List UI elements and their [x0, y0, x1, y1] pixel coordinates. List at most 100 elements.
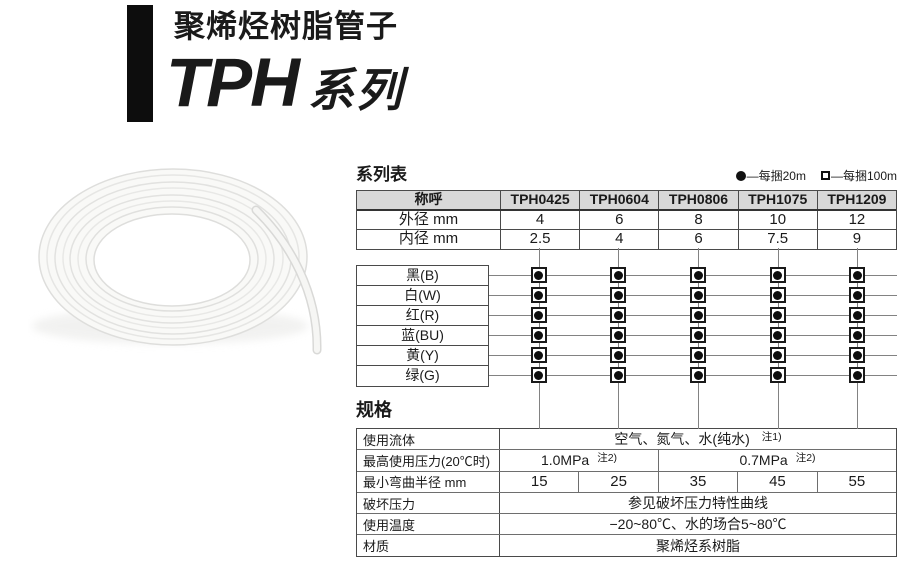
- series-row-label: 外径 mm: [398, 211, 459, 228]
- bend-radius-value: 35: [659, 471, 739, 492]
- legend-label-20m: —每捆20m: [746, 169, 806, 183]
- spec-row-burst-pressure: 破坏压力 参见破坏压力特性曲线: [357, 492, 896, 515]
- spec-content: 15 25 35 45 55: [500, 471, 896, 492]
- legend-item-20m: —每捆20m: [735, 167, 806, 184]
- series-suffix: 系列: [308, 64, 404, 116]
- availability-marker-icon: [530, 327, 547, 343]
- availability-marker-icon: [849, 287, 866, 303]
- bundle-20m-dot: [693, 370, 703, 380]
- series-column-header: TPH0425: [500, 191, 579, 209]
- series-column-header: TPH0806: [658, 191, 737, 209]
- availability-marker-icon: [690, 267, 706, 283]
- spec-value-large-sizes: 0.7MPa 注2): [659, 450, 896, 470]
- bundle-20m-dot: [773, 310, 783, 320]
- legend-label-100m: —每捆100m: [830, 169, 897, 183]
- series-value-cell: 6: [579, 211, 658, 229]
- series-column-header: TPH0604: [579, 191, 658, 209]
- color-option-label: 红(R): [357, 306, 488, 326]
- bundle-20m-dot: [613, 330, 623, 340]
- product-photo-tube-coil: [32, 168, 322, 355]
- availability-marker-icon: [769, 327, 786, 343]
- series-value-cell: 4: [500, 211, 579, 229]
- spec-value: 参见破坏压力特性曲线: [628, 495, 768, 512]
- series-header-label: 称呼: [414, 191, 443, 207]
- color-options-box: 黑(B) 白(W) 红(R) 蓝(BU) 黄(Y) 绿(G): [356, 265, 489, 387]
- availability-marker-icon: [610, 347, 627, 363]
- availability-marker-icon: [849, 267, 866, 283]
- bundle-20m-dot: [852, 330, 862, 340]
- spec-value-text: 空气、氮气、水(纯水): [614, 431, 750, 448]
- color-option-label: 黑(B): [357, 266, 488, 286]
- bend-radius-value: 25: [579, 471, 659, 492]
- spec-label: 材质: [357, 535, 500, 556]
- series-value-cell: 6: [658, 230, 737, 249]
- series-od-row: 外径 mm 4 6 8 10 12: [357, 211, 896, 230]
- specs-title: 规格: [356, 400, 392, 420]
- open-square-icon: [820, 171, 830, 180]
- availability-marker-icon: [530, 367, 547, 383]
- availability-marker-icon: [530, 267, 547, 283]
- color-option-label: 黄(Y): [357, 346, 488, 366]
- spec-row-max-pressure: 最高使用压力(20℃时) 1.0MPa 注2) 0.7MPa 注2): [357, 450, 896, 472]
- availability-marker-icon: [769, 367, 786, 383]
- series-row-label: 内径 mm: [398, 230, 459, 247]
- spec-value-text: 0.7MPa: [739, 452, 788, 469]
- series-value-cell: 9: [816, 230, 896, 249]
- availability-marker-icon: [530, 287, 547, 303]
- bend-radius-value: 15: [500, 471, 580, 492]
- product-subtitle: 聚烯烃树脂管子: [174, 9, 398, 44]
- availability-marker-icon: [690, 347, 706, 363]
- series-value-cell: 10: [737, 211, 817, 229]
- spec-label: 最高使用压力(20℃时): [357, 450, 500, 471]
- series-id-row: 内径 mm 2.5 4 6 7.5 9: [357, 230, 896, 249]
- bundle-20m-dot: [613, 310, 623, 320]
- spec-label: 使用流体: [357, 429, 500, 450]
- availability-marker-icon: [530, 347, 547, 363]
- color-option-label: 绿(G): [405, 367, 440, 383]
- series-grid: 称呼 TPH0425 TPH0604 TPH0806 TPH1075 TPH1209 外径…: [356, 190, 897, 250]
- bundle-20m-dot: [613, 290, 623, 300]
- series-column-header: TPH1209: [816, 191, 896, 209]
- filled-circle-icon: [735, 170, 746, 181]
- bundle-20m-dot: [852, 370, 862, 380]
- footnote-ref: 注1): [761, 430, 782, 443]
- spec-content: 1.0MPa 注2) 0.7MPa 注2): [500, 450, 896, 471]
- availability-marker-icon: [849, 347, 866, 363]
- series-table-title: 系列表: [356, 165, 407, 184]
- series-column-header: TPH1075: [737, 191, 817, 209]
- bundle-20m-dot: [773, 270, 783, 280]
- bundle-20m-dot: [852, 310, 862, 320]
- bundle-20m-dot: [852, 290, 862, 300]
- spec-value: −20~80℃、水的场合5~80℃: [609, 516, 787, 533]
- footnote-ref: 注2): [597, 451, 618, 464]
- spec-row-material: 材质 聚烯烃系树脂: [357, 535, 896, 557]
- spec-value: 空气、氮气、水(纯水) 注1): [500, 429, 896, 449]
- bundle-20m-dot: [534, 270, 544, 280]
- spec-row-fluid: 使用流体 空气、氮气、水(纯水) 注1): [357, 429, 896, 451]
- spec-row-bend-radius: 最小弯曲半径 mm 15 25 35 45 55: [357, 471, 896, 493]
- bundle-20m-dot: [693, 310, 703, 320]
- spec-value-small-sizes: 1.0MPa 注2): [500, 450, 659, 471]
- spec-content: 聚烯烃系树脂: [500, 535, 896, 555]
- availability-marker-icon: [690, 307, 706, 323]
- availability-marker-icon: [610, 287, 627, 303]
- spec-content: 空气、氮气、水(纯水) 注1): [500, 429, 896, 449]
- header-accent-bar: [127, 5, 153, 122]
- availability-marker-icon: [610, 267, 627, 283]
- bundle-20m-dot: [613, 270, 623, 280]
- bundle-20m-dot: [693, 270, 703, 280]
- bundle-legend: —每捆20m —每捆100m: [735, 167, 897, 184]
- availability-marker-icon: [690, 367, 706, 383]
- series-value-cell: 7.5: [737, 230, 817, 249]
- spec-row-temperature: 使用温度 −20~80℃、水的场合5~80℃: [357, 514, 896, 536]
- specs-table: 使用流体 空气、氮气、水(纯水) 注1) 最高使用压力(20℃时) 1.0MPa…: [356, 428, 897, 557]
- availability-marker-icon: [610, 367, 627, 383]
- bundle-20m-dot: [773, 330, 783, 340]
- bundle-20m-dot: [773, 290, 783, 300]
- series-value-cell: 2.5: [500, 230, 579, 249]
- bundle-20m-dot: [693, 330, 703, 340]
- availability-marker-icon: [769, 287, 786, 303]
- availability-marker-icon: [769, 347, 786, 363]
- bundle-20m-dot: [693, 350, 703, 360]
